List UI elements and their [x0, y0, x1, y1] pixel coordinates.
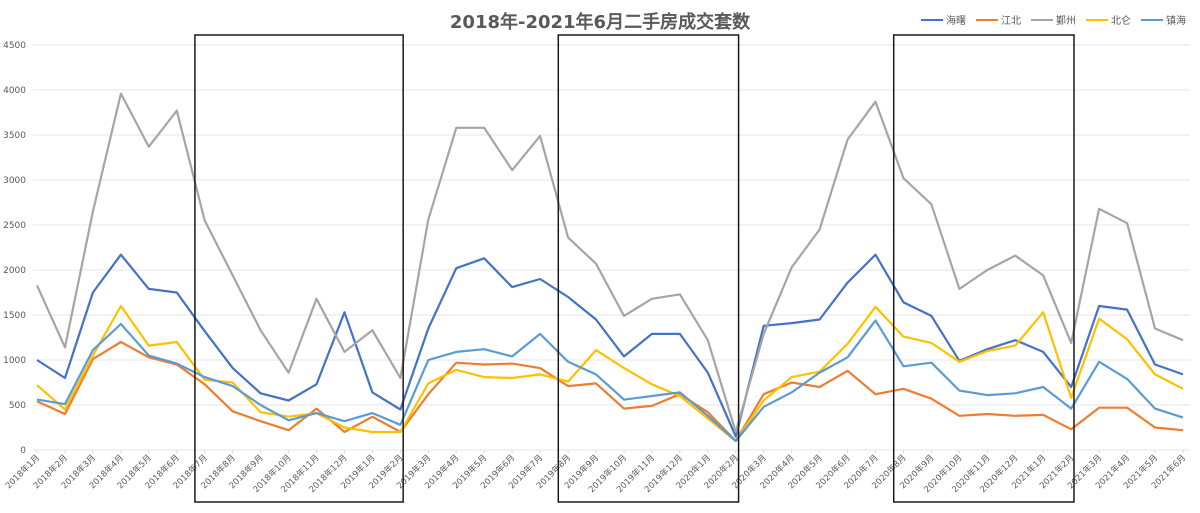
- y-tick-label: 4500: [3, 41, 26, 51]
- highlight-box: [194, 34, 404, 503]
- y-tick-label: 1500: [3, 311, 26, 321]
- y-tick-label: 1000: [3, 356, 26, 366]
- y-tick-label: 2500: [3, 221, 26, 231]
- highlight-box: [557, 34, 740, 503]
- y-tick-label: 500: [9, 401, 26, 411]
- legend-label: 海曙: [946, 16, 966, 27]
- legend-swatch-icon: [1141, 18, 1163, 21]
- highlight-box: [892, 34, 1075, 503]
- y-tick-label: 0: [20, 446, 26, 456]
- series-line-江北: [36, 340, 1184, 443]
- legend-item-jiangbei: 江北: [976, 12, 1021, 27]
- data-series: [35, 92, 1184, 443]
- legend-swatch-icon: [921, 18, 943, 21]
- y-tick-label: 2000: [3, 266, 26, 276]
- y-tick-label: 3500: [3, 131, 26, 141]
- legend-item-haishu: 海曙: [921, 12, 966, 27]
- legend-label: 镇海: [1166, 16, 1186, 27]
- y-tick-label: 3000: [3, 176, 26, 186]
- y-tick-label: 4000: [3, 86, 26, 96]
- x-axis-ticks: 2018年1月2018年2月2018年3月2018年4月2018年5月2018年…: [3, 450, 1188, 495]
- legend-label: 北仑: [1111, 16, 1131, 27]
- legend-item-beilun: 北仑: [1086, 12, 1131, 27]
- chart-title: 2018年-2021年6月二手房成交套数: [449, 12, 751, 33]
- chart-legend: 海曙 江北 鄞州 北仑 镇海: [921, 12, 1186, 27]
- legend-swatch-icon: [976, 18, 998, 21]
- y-axis-ticks: 0 500 1000 1500 2000 2500 3000 3500 4000 4500: [3, 41, 26, 456]
- series-line-镇海: [36, 319, 1184, 443]
- series-line-海曙: [36, 253, 1184, 438]
- series-line-鄞州: [35, 92, 1184, 434]
- legend-label: 鄞州: [1056, 16, 1076, 27]
- legend-swatch-icon: [1031, 18, 1053, 21]
- highlight-boxes: [194, 34, 1075, 503]
- legend-swatch-icon: [1086, 18, 1108, 21]
- series-line-北仑: [36, 304, 1184, 443]
- legend-label: 江北: [1001, 16, 1021, 27]
- legend-item-yinzhou: 鄞州: [1031, 12, 1076, 27]
- gridlines: [33, 44, 1190, 451]
- legend-item-zhenhai: 镇海: [1141, 12, 1186, 27]
